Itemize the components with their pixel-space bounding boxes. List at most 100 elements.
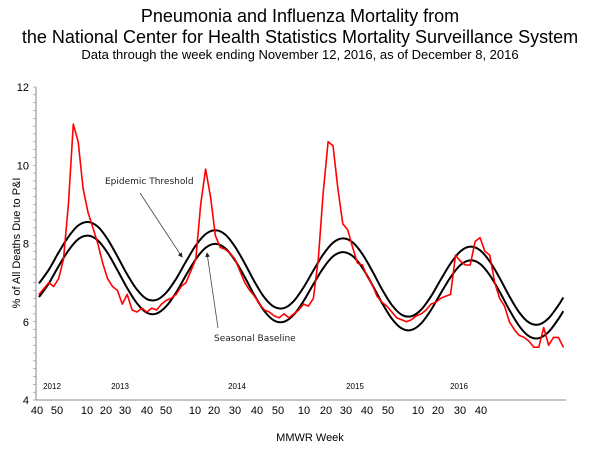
x-tick-label: 10: [81, 405, 93, 417]
observed-point: [474, 240, 476, 243]
observed-point: [356, 262, 359, 264]
observed-point: [450, 293, 452, 295]
observed-point: [229, 252, 231, 254]
observed-point: [513, 328, 515, 331]
x-tick-label: 40: [141, 405, 153, 417]
observed-point: [53, 285, 55, 288]
x-tick-labels: 40 50 10 20 30 40 50 10 20 30 40 50 10 20 30 40 50 10 20 30…: [31, 405, 487, 417]
series-epidemic-threshold: [38, 220, 565, 326]
y-tick-labels: 4 6 8 10 12: [17, 82, 29, 407]
series-seasonal-baseline: [38, 234, 565, 340]
x-tick-label: 30: [119, 405, 131, 417]
observed-point: [219, 246, 221, 249]
y-minor-ticks: [33, 86, 36, 401]
x-tick-label: 40: [251, 405, 263, 417]
observed-point: [239, 270, 241, 272]
observed-point: [440, 297, 442, 299]
observed-point: [293, 313, 295, 315]
observed-point: [562, 346, 564, 348]
observed-point: [92, 227, 94, 229]
observed-point: [185, 282, 187, 284]
observed-point: [543, 327, 545, 329]
observed-point: [111, 285, 114, 288]
observed-point: [381, 301, 383, 303]
observed-point: [258, 303, 261, 305]
annotation-seasonal-baseline: Seasonal Baseline: [214, 334, 296, 344]
observed-point: [523, 336, 525, 338]
observed-point: [234, 258, 236, 260]
baseline-arrow: [205, 252, 219, 329]
x-tick-label: 50: [51, 405, 63, 417]
chart-subtitle: Data through the week ending November 12…: [81, 47, 519, 62]
observed-point: [224, 248, 226, 250]
observed-point: [165, 299, 167, 301]
observed-point: [205, 168, 207, 170]
observed-point: [454, 254, 457, 256]
observed-point: [200, 203, 202, 205]
observed-point: [371, 283, 373, 286]
observed-point: [126, 293, 128, 295]
observed-point: [337, 188, 339, 190]
observed-point: [352, 246, 354, 249]
observed-point: [425, 309, 427, 311]
observed-point: [244, 282, 246, 284]
x-tick-label: 40: [361, 405, 373, 417]
observed-points: [38, 123, 564, 348]
year-label: 2016: [450, 382, 468, 391]
observed-point: [249, 289, 251, 292]
observed-point: [288, 317, 290, 319]
observed-point: [410, 319, 412, 321]
observed-point: [67, 203, 69, 205]
observed-point: [489, 254, 491, 256]
observed-point: [136, 311, 138, 313]
observed-point: [107, 278, 109, 280]
observed-point: [170, 297, 172, 299]
observed-point: [342, 223, 344, 225]
x-tick-label: 50: [272, 405, 284, 417]
observed-point: [72, 123, 74, 125]
observed-point: [430, 303, 432, 305]
observed-point: [415, 315, 417, 317]
observed-point: [494, 282, 496, 284]
observed-point: [298, 309, 300, 311]
observed-point: [263, 309, 265, 311]
observed-point: [195, 258, 197, 260]
x-tick-label: 10: [412, 405, 424, 417]
observed-point: [366, 276, 368, 278]
observed-point: [361, 264, 363, 266]
observed-point: [190, 270, 192, 272]
x-tick-label: 30: [454, 405, 466, 417]
observed-point: [209, 195, 212, 198]
observed-point: [82, 188, 84, 190]
observed-point: [273, 315, 275, 317]
observed-point: [180, 285, 182, 288]
y-axis-label: % of All Deaths Due to P&I: [11, 178, 23, 309]
observed-point: [479, 237, 481, 239]
year-label: 2012: [43, 382, 61, 391]
observed-point: [557, 336, 560, 338]
threshold-arrow: [139, 192, 183, 258]
observed-point: [116, 289, 118, 292]
observed-point: [499, 297, 501, 299]
x-tick-label: 10: [298, 405, 310, 417]
observed-point: [268, 311, 270, 313]
x-tick-label: 20: [100, 405, 112, 417]
year-labels: 2012 2013 2014 2015 2016: [43, 382, 468, 391]
x-tick-label: 30: [229, 405, 241, 417]
observed-point: [327, 141, 329, 143]
observed-point: [87, 211, 89, 213]
chart-title-line2: the National Center for Health Statistic…: [21, 27, 579, 47]
observed-point: [121, 303, 123, 305]
observed-point: [77, 141, 79, 143]
observed-point: [533, 346, 535, 348]
observed-point: [38, 293, 40, 295]
observed-point: [386, 305, 388, 307]
x-tick-label: 40: [475, 405, 487, 417]
y-tick-label: 10: [17, 160, 29, 172]
observed-point: [548, 344, 550, 346]
observed-point: [58, 278, 60, 280]
observed-point: [175, 293, 177, 295]
x-tick-label: 20: [208, 405, 220, 417]
x-tick-label: 10: [189, 405, 201, 417]
observed-point: [214, 235, 216, 237]
